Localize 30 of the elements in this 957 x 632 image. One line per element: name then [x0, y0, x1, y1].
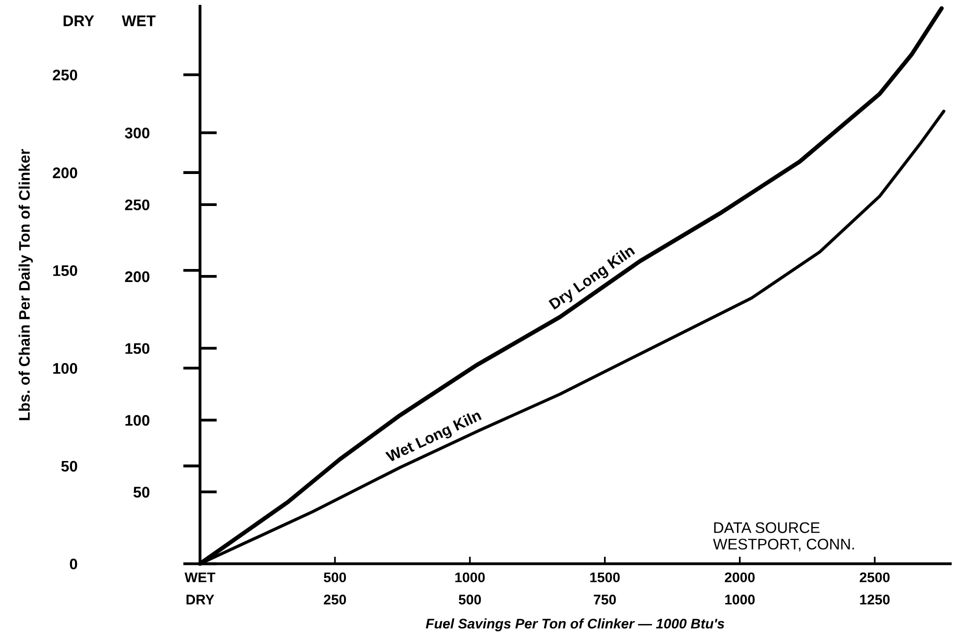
y-tick-label: 200 [52, 167, 78, 178]
x-tick-label: 1000 [455, 572, 485, 582]
y2-tick-label: 200 [125, 271, 150, 282]
x2-tick-label: 1000 [725, 594, 755, 604]
x-tick-label: 2000 [724, 572, 755, 582]
y-axis-title: Lbs. of Chain Per Daily Ton of Clinker [18, 149, 33, 420]
annotation: DATA SOURCE WESTPORT, CONN. [713, 522, 854, 552]
text: DRY [64, 16, 94, 26]
x-tick-label: 500 [324, 572, 346, 582]
x-axis-title: Fuel Savings Per Ton of Clinker — 1000 Btu's [426, 618, 724, 632]
y-tick-label: 150 [53, 265, 78, 276]
x2-tick-label: 250 [324, 594, 346, 604]
x2-tick-label: 500 [458, 594, 481, 604]
x2-tick-label: 1250 [860, 594, 890, 604]
x-tick-label: 2500 [860, 572, 890, 582]
y-tick-label: 50 [61, 460, 78, 472]
x2-tick-label: 750 [594, 594, 616, 604]
y-tick-label: 0 [70, 558, 78, 570]
y2-tick-label: 250 [125, 199, 150, 210]
x-tick-label: WET [184, 572, 216, 582]
y2-tick-label: 100 [125, 414, 150, 426]
y2-tick-label: 300 [124, 128, 150, 138]
y2-tick-label: 150 [125, 343, 150, 354]
y2-tick-label: 50 [133, 486, 150, 498]
y-tick-label: 250 [52, 70, 78, 80]
text: WET [122, 16, 156, 26]
x2-tick-label: DRY [186, 594, 214, 604]
y-tick-label: 100 [53, 363, 78, 374]
text: Wet Long Kiln [385, 409, 483, 466]
x-tick-label: 1500 [590, 572, 620, 582]
